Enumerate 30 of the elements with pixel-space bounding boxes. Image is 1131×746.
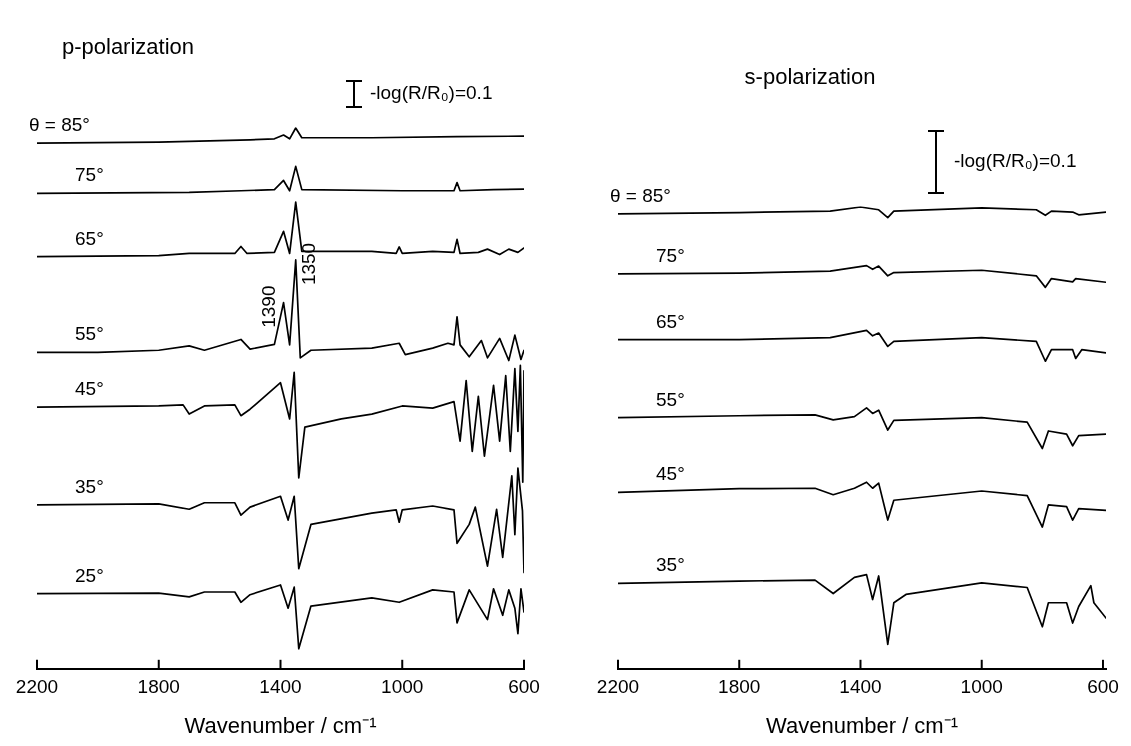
x-tick-label: 2200 (596, 676, 640, 698)
x-tick-label: 1800 (137, 676, 180, 698)
annotation: 1390 (257, 285, 279, 328)
chart-title: s-polarization (744, 64, 876, 90)
series-label: 45° (75, 378, 104, 400)
x-tick-label: 1400 (839, 676, 882, 698)
x-tick-label: 2200 (15, 676, 59, 698)
series-label: 75° (656, 244, 685, 266)
text: -log(R/R₀)=0.1 (954, 150, 1077, 172)
series-label: θ = 85° (29, 114, 90, 136)
x-tick-label: 600 (1087, 676, 1119, 698)
series-label: 25° (75, 564, 104, 586)
x-tick-label: 1800 (718, 676, 761, 698)
series-label: 35° (656, 554, 685, 576)
series-label: 65° (75, 227, 104, 249)
text: -log(R/R₀)=0.1 (370, 82, 493, 104)
x-tick-label: 600 (508, 676, 540, 698)
series-label: θ = 85° (610, 184, 671, 206)
series-label: 55° (75, 323, 104, 345)
x-axis-title: Wavenumber / cm⁻¹ (765, 712, 959, 738)
x-axis-title: Wavenumber / cm⁻¹ (184, 712, 377, 738)
chart-title: p-polarization (61, 34, 195, 60)
x-tick-label: 1000 (381, 676, 424, 698)
series-label: 55° (656, 388, 685, 410)
x-tick-label: 1000 (960, 676, 1003, 698)
series-label: 35° (75, 475, 104, 497)
series-label: 65° (656, 310, 685, 332)
series-label: 75° (75, 164, 104, 186)
series-label: 45° (656, 463, 685, 485)
x-tick-label: 1400 (259, 676, 302, 698)
